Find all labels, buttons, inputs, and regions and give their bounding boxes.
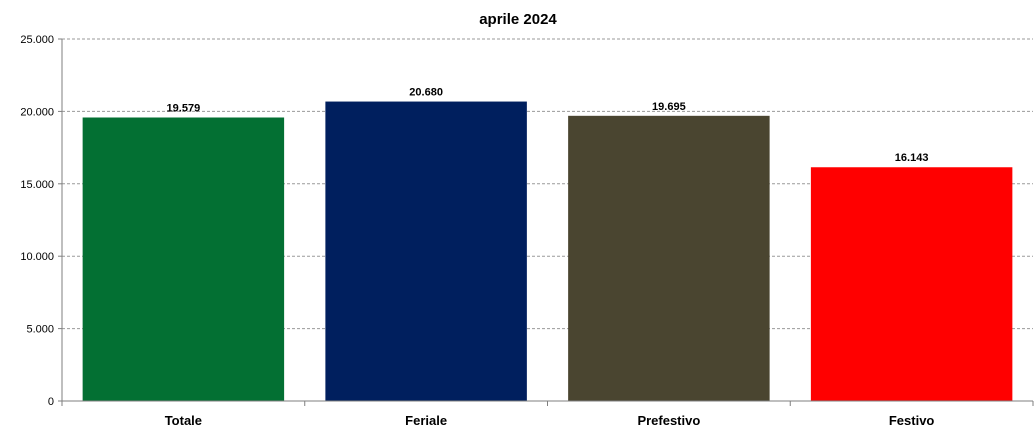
- axes: [61, 39, 1034, 406]
- x-tick-label: Feriale: [405, 413, 447, 428]
- y-tick-label: 10.000: [20, 251, 54, 263]
- y-axis-ticks: 0 5.000 10.000 15.000 20.000 25.000: [20, 34, 62, 408]
- y-tick-label: 0: [48, 396, 54, 408]
- bar-prefestivo: [568, 115, 770, 401]
- data-label: 20.680: [409, 87, 443, 99]
- x-tick-label: Prefestivo: [637, 413, 700, 428]
- x-axis-ticks: Totale Feriale Prefestivo Festivo: [165, 413, 935, 428]
- data-labels: 19.579 20.680 19.695 16.143: [167, 87, 929, 165]
- y-tick-label: 25.000: [20, 34, 54, 46]
- y-tick-label: 15.000: [20, 179, 54, 191]
- bar-feriale: [325, 101, 527, 402]
- bar-festivo: [810, 167, 1013, 401]
- chart-title: aprile 2024: [479, 11, 557, 28]
- data-label: 19.695: [652, 101, 686, 113]
- bars: [82, 101, 1013, 402]
- bar-totale: [82, 117, 285, 401]
- data-label: 19.579: [167, 102, 201, 114]
- x-tick-label: Totale: [165, 413, 202, 428]
- y-tick-label: 5.000: [26, 324, 54, 336]
- x-tick-label: Festivo: [889, 413, 935, 428]
- y-tick-label: 20.000: [20, 106, 54, 118]
- data-label: 16.143: [895, 152, 929, 164]
